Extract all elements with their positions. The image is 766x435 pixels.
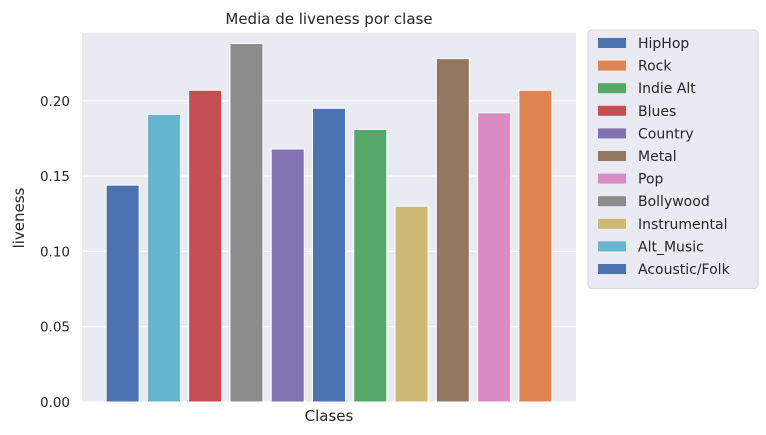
bar xyxy=(353,128,388,403)
legend-swatch xyxy=(598,60,626,71)
bar xyxy=(270,148,305,403)
bar xyxy=(105,184,140,403)
legend-swatch xyxy=(598,38,626,48)
bar xyxy=(311,107,347,403)
legend-label: HipHop xyxy=(638,36,689,52)
bar xyxy=(518,89,553,403)
legend-label: Country xyxy=(638,126,694,142)
bar xyxy=(435,58,470,403)
legend-frame xyxy=(587,29,759,290)
legend-swatch xyxy=(598,264,626,274)
y-axis-label: liveness xyxy=(10,187,28,248)
legend-swatch xyxy=(598,173,626,184)
bar xyxy=(394,205,429,403)
legend-label: Pop xyxy=(638,172,664,188)
legend-swatch xyxy=(598,218,626,229)
legend: HipHop Rock Indie Alt Blues Country Metal Pop B… xyxy=(587,29,759,290)
chart-title: Media de liveness por clase xyxy=(225,10,432,28)
legend-label: Alt_Music xyxy=(638,239,704,255)
bar xyxy=(146,113,181,403)
y-axis-ticks: 0.00 0.05 0.10 0.15 0.20 xyxy=(40,94,70,411)
legend-label: Acoustic/Folk xyxy=(638,262,731,278)
y-tick-label: 0.10 xyxy=(40,244,70,260)
bar xyxy=(188,89,223,403)
y-tick-label: 0.05 xyxy=(40,320,70,336)
legend-swatch xyxy=(598,196,626,207)
legend-swatch xyxy=(598,105,626,116)
y-tick-label: 0.00 xyxy=(40,395,70,411)
legend-label: Indie Alt xyxy=(638,81,696,97)
y-tick-label: 0.20 xyxy=(40,94,70,110)
bars xyxy=(105,43,553,403)
legend-label: Metal xyxy=(638,149,677,165)
legend-swatch xyxy=(598,151,626,161)
legend-swatch xyxy=(598,128,626,139)
bar xyxy=(477,112,512,403)
legend-label: Bollywood xyxy=(638,194,710,210)
legend-label: Instrumental xyxy=(638,217,728,233)
legend-label: Blues xyxy=(638,104,676,120)
bar xyxy=(229,43,264,403)
legend-swatch xyxy=(598,83,626,94)
legend-swatch xyxy=(598,241,626,252)
x-axis-label: Clases xyxy=(305,407,354,425)
y-tick-label: 0.15 xyxy=(40,169,70,185)
legend-label: Rock xyxy=(638,59,672,75)
